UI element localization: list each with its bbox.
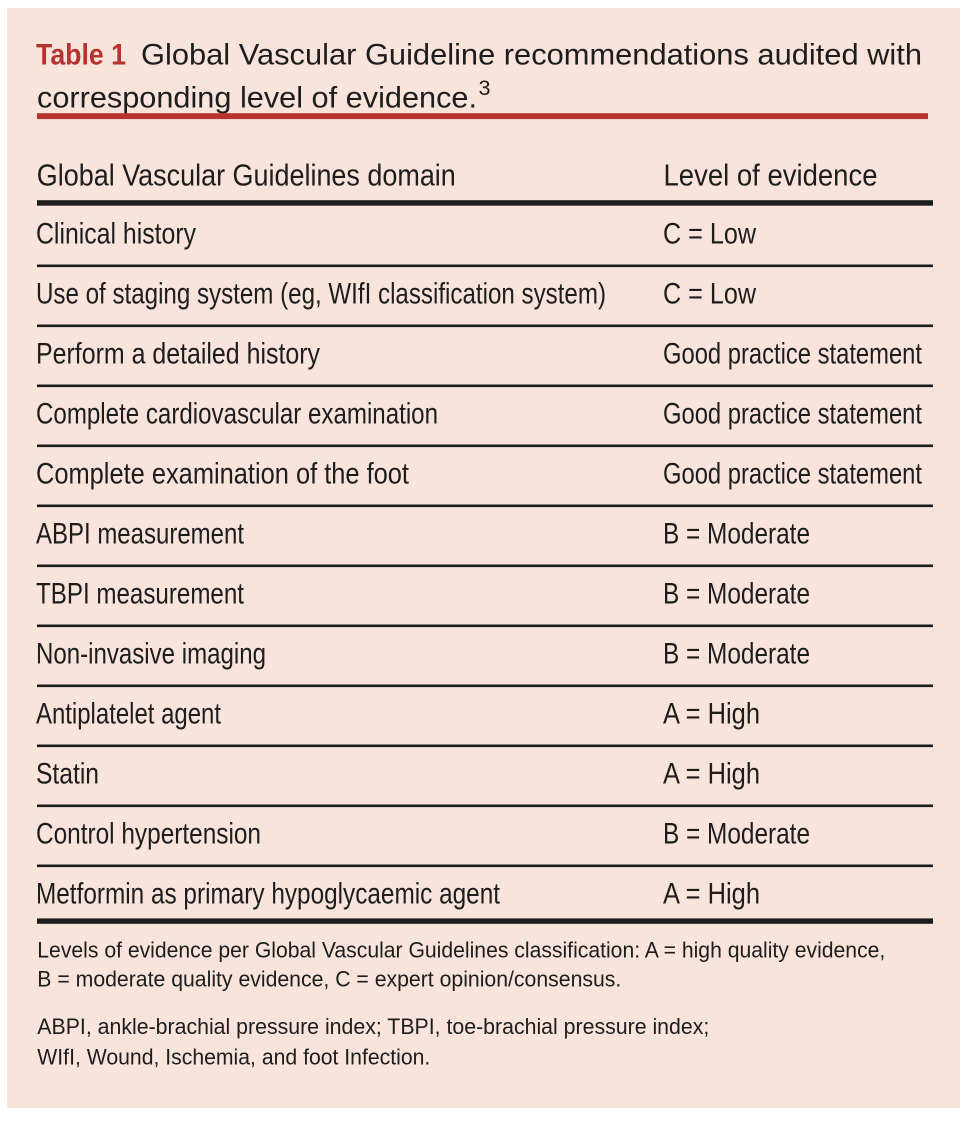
svg-text:A = High: A = High — [663, 698, 760, 731]
svg-text:Levels of evidence per Global: Levels of evidence per Global Vascular G… — [37, 938, 885, 963]
svg-text:Good practice statement: Good practice statement — [663, 398, 922, 431]
svg-text:TBPI measurement: TBPI measurement — [36, 578, 244, 611]
svg-text:Good practice statement: Good practice statement — [663, 338, 922, 371]
svg-text:Perform a detailed history: Perform a detailed history — [36, 338, 320, 371]
svg-text:ABPI, ankle-brachial pressure: ABPI, ankle-brachial pressure index; TBP… — [37, 1014, 709, 1039]
svg-text:Global Vascular Guidelines dom: Global Vascular Guidelines domain — [37, 158, 456, 193]
svg-text:3: 3 — [479, 77, 491, 100]
svg-text:A = High: A = High — [663, 878, 760, 911]
svg-text:Antiplatelet agent: Antiplatelet agent — [36, 698, 221, 731]
svg-text:WIfI, Wound, Ischemia, and foo: WIfI, Wound, Ischemia, and foot Infectio… — [37, 1045, 430, 1070]
svg-text:A = High: A = High — [663, 758, 760, 791]
svg-text:corresponding level of evidenc: corresponding level of evidence. — [37, 82, 477, 115]
svg-text:B = Moderate: B = Moderate — [663, 818, 810, 851]
svg-text:Non-invasive imaging: Non-invasive imaging — [36, 638, 266, 671]
svg-text:Control hypertension: Control hypertension — [36, 818, 261, 851]
svg-text:Global Vascular Guideline reco: Global Vascular Guideline recommendation… — [141, 39, 922, 72]
svg-text:Use of staging system (eg, WIf: Use of staging system (eg, WIfI classifi… — [36, 278, 606, 311]
svg-text:Table 1: Table 1 — [36, 39, 126, 72]
svg-text:B = moderate quality evidence,: B = moderate quality evidence, C = exper… — [37, 967, 621, 992]
svg-text:B = Moderate: B = Moderate — [663, 578, 810, 611]
svg-text:B = Moderate: B = Moderate — [663, 518, 810, 551]
svg-text:Level of evidence: Level of evidence — [664, 158, 878, 193]
svg-text:Metformin as primary hypoglyca: Metformin as primary hypoglycaemic agent — [36, 878, 500, 911]
svg-text:Good practice statement: Good practice statement — [663, 458, 922, 491]
svg-text:Complete cardiovascular examin: Complete cardiovascular examination — [36, 398, 438, 431]
svg-text:C = Low: C = Low — [663, 218, 757, 251]
svg-text:Clinical history: Clinical history — [36, 218, 196, 251]
svg-text:Statin: Statin — [36, 758, 99, 791]
svg-text:C = Low: C = Low — [663, 278, 757, 311]
svg-text:Complete examination of the fo: Complete examination of the foot — [36, 458, 409, 491]
svg-text:ABPI measurement: ABPI measurement — [36, 518, 244, 551]
svg-text:B = Moderate: B = Moderate — [663, 638, 810, 671]
